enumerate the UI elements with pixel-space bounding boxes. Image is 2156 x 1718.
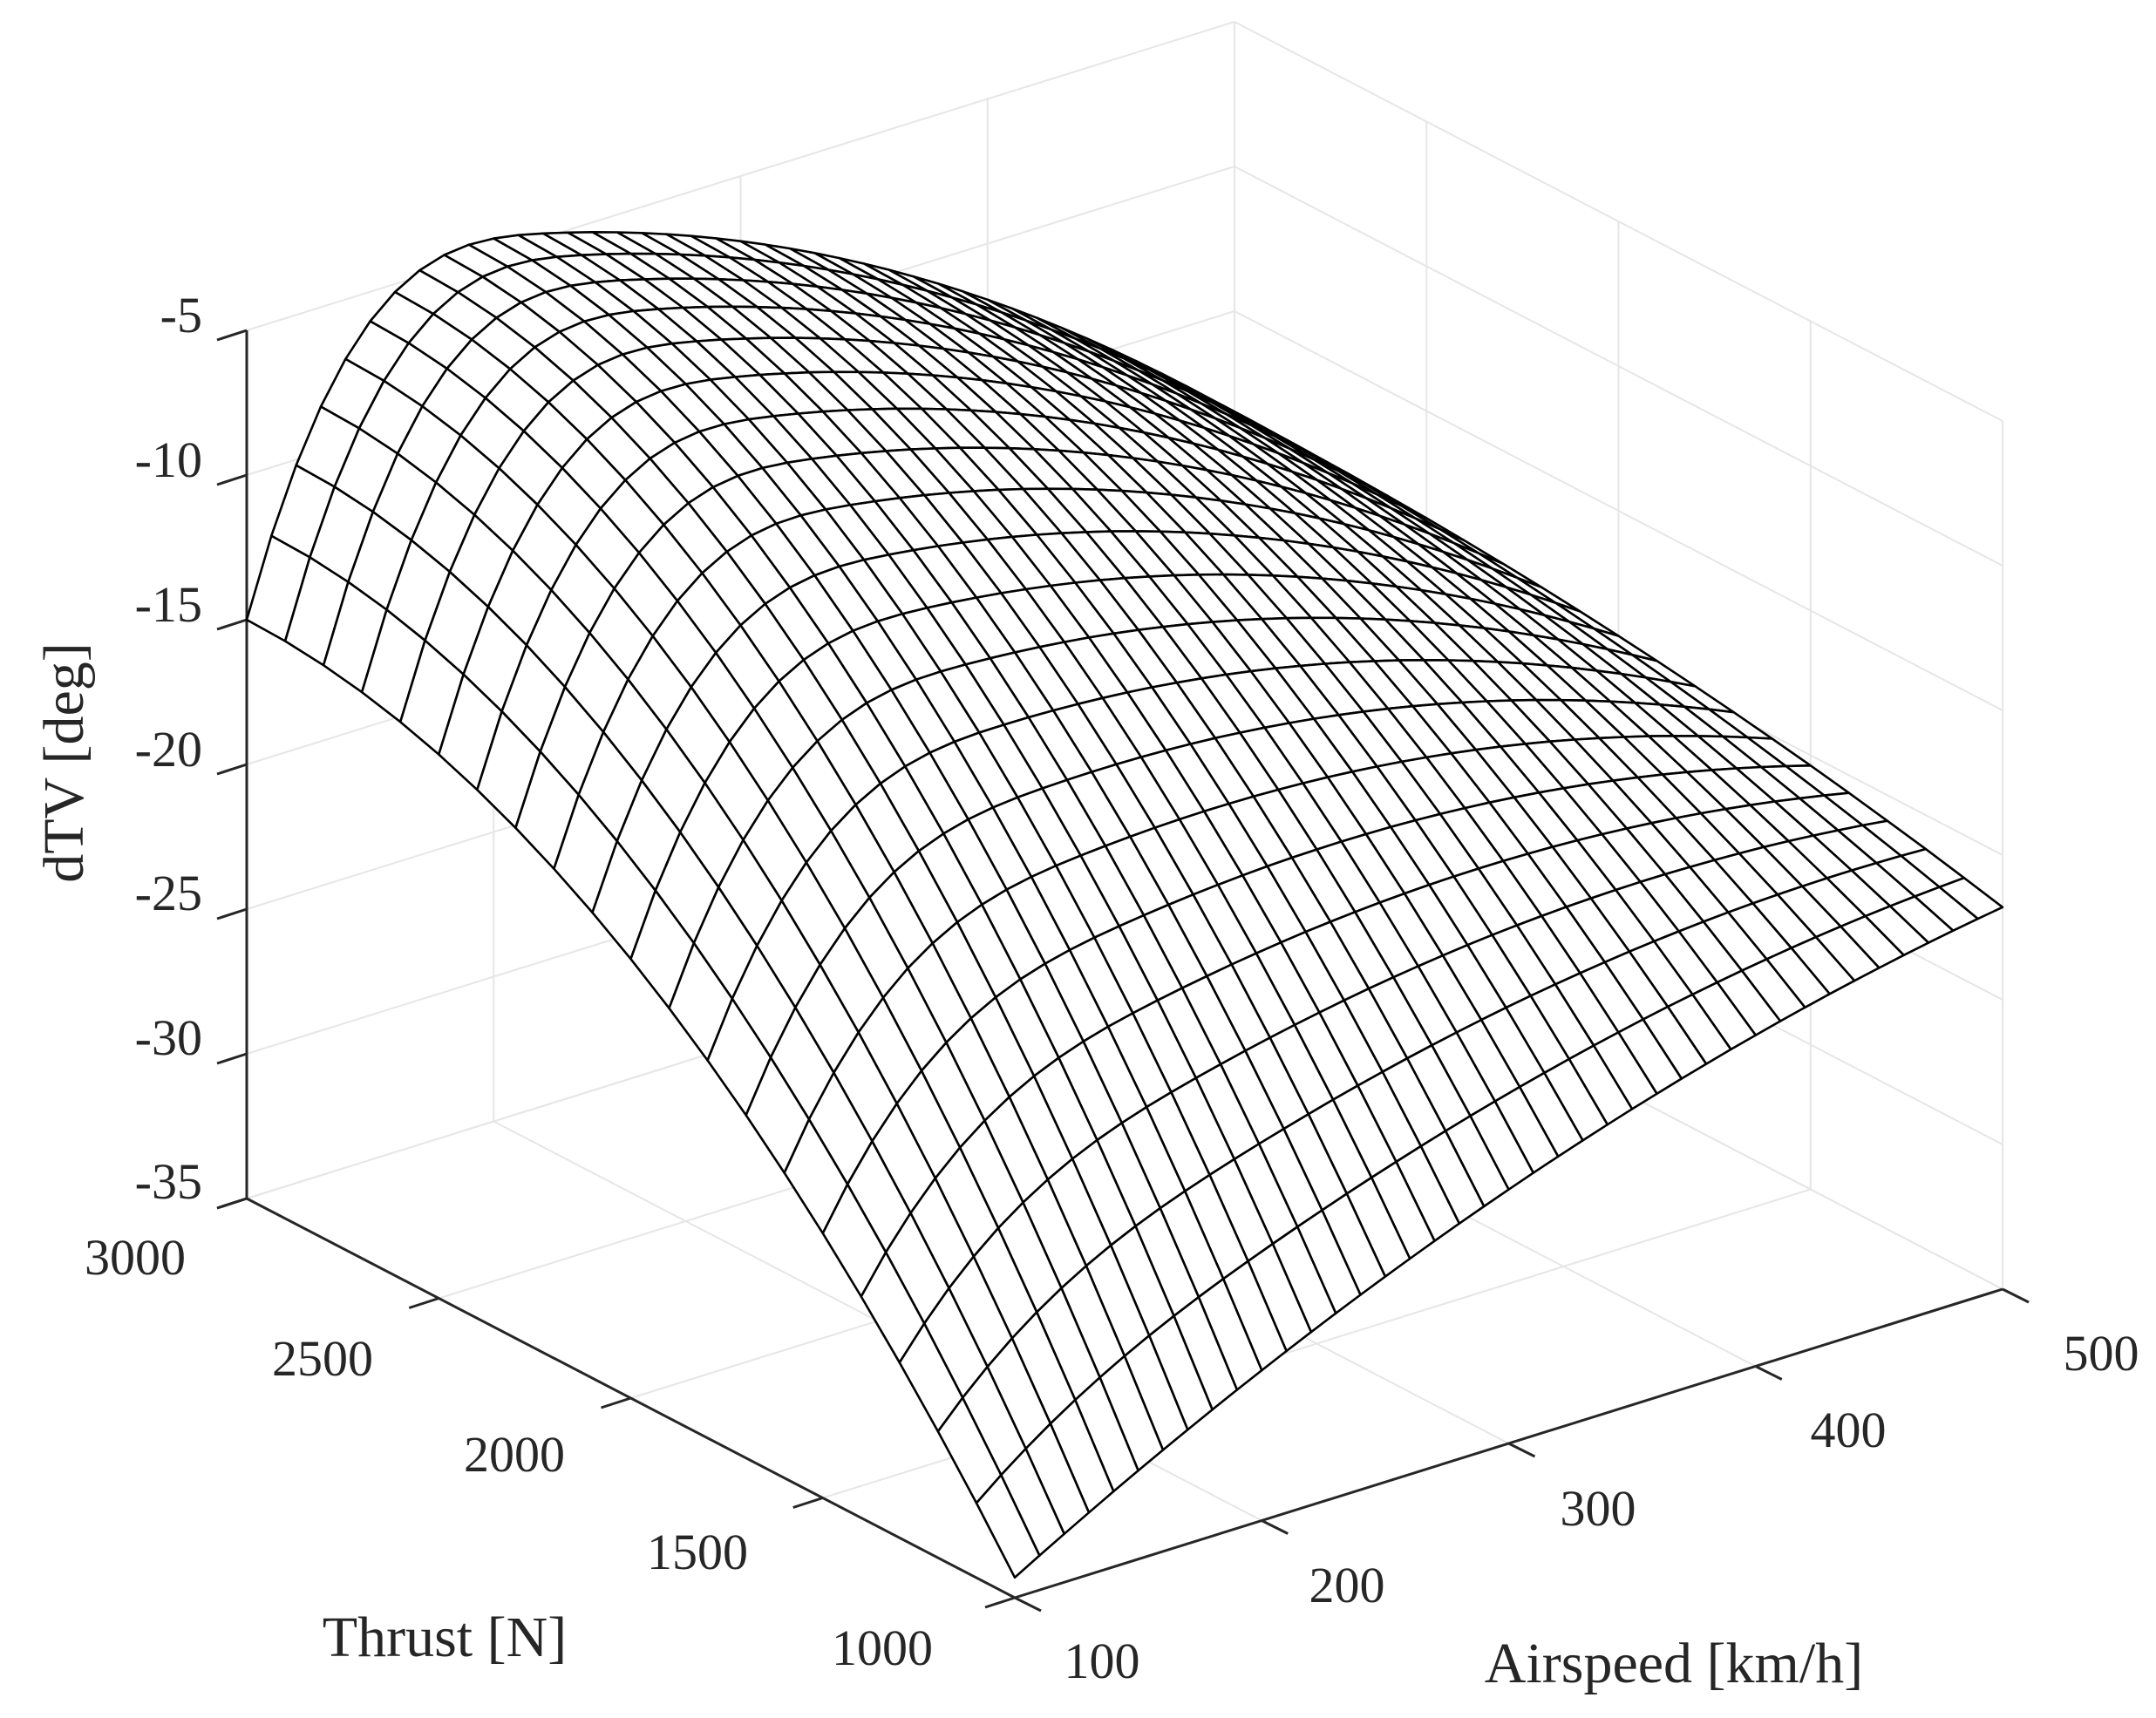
z-tick-mark xyxy=(216,1197,248,1210)
z-tick-label: -35 xyxy=(135,1153,202,1210)
y-tick-mark xyxy=(984,1596,1016,1609)
y-tick-label: 1500 xyxy=(647,1524,748,1580)
z-tick-labels: -5 -10 -15 -20 -25 -30 -35 xyxy=(135,287,202,1210)
z-tick-mark xyxy=(216,618,248,631)
y-tick-label: 1000 xyxy=(832,1620,933,1676)
surface-mesh xyxy=(245,230,2004,1579)
z-tick-mark xyxy=(216,1052,248,1065)
grid-line xyxy=(1234,21,2003,422)
x-tick-label: 500 xyxy=(2064,1325,2139,1382)
x-tick-labels: 100 200 300 400 500 xyxy=(1064,1325,2139,1689)
z-tick-mark xyxy=(216,329,248,342)
x-tick-mark xyxy=(2002,1287,2030,1304)
x-tick-label: 300 xyxy=(1561,1480,1636,1537)
z-tick-mark xyxy=(216,473,248,486)
z-tick-label: -5 xyxy=(160,287,202,343)
axes xyxy=(216,329,2030,1613)
y-tick-mark xyxy=(408,1297,439,1309)
grid-line xyxy=(1234,166,2003,567)
x-tick-mark xyxy=(1014,1596,1042,1613)
grid-line xyxy=(1234,310,2003,711)
x-tick-label: 200 xyxy=(1309,1557,1385,1613)
y-tick-label: 2500 xyxy=(272,1330,373,1387)
x-tick-mark xyxy=(1755,1365,1783,1381)
x-tick-mark xyxy=(1261,1519,1289,1535)
z-tick-label: -30 xyxy=(135,1009,202,1066)
x-axis-label: Airspeed [km/h] xyxy=(1485,1632,1863,1695)
y-tick-mark xyxy=(601,1396,631,1409)
y-tick-label: 3000 xyxy=(85,1229,186,1286)
z-axis-label: dTV [deg] xyxy=(32,642,96,883)
surface-cell xyxy=(975,1474,1041,1579)
x-tick-mark xyxy=(1507,1442,1536,1458)
z-tick-label: -15 xyxy=(135,576,202,633)
z-tick-label: -20 xyxy=(135,721,202,778)
z-tick-mark xyxy=(216,763,248,776)
z-tick-label: -25 xyxy=(135,865,202,921)
y-tick-mark xyxy=(792,1497,824,1509)
z-tick-mark xyxy=(216,907,248,920)
y-tick-labels: 1000 1500 2000 2500 3000 xyxy=(85,1229,933,1676)
x-tick-label: 100 xyxy=(1064,1633,1140,1689)
y-tick-label: 2000 xyxy=(464,1426,565,1483)
y-axis-label: Thrust [N] xyxy=(323,1606,567,1669)
x-tick-label: 400 xyxy=(1811,1402,1887,1458)
z-tick-label: -10 xyxy=(135,431,202,488)
